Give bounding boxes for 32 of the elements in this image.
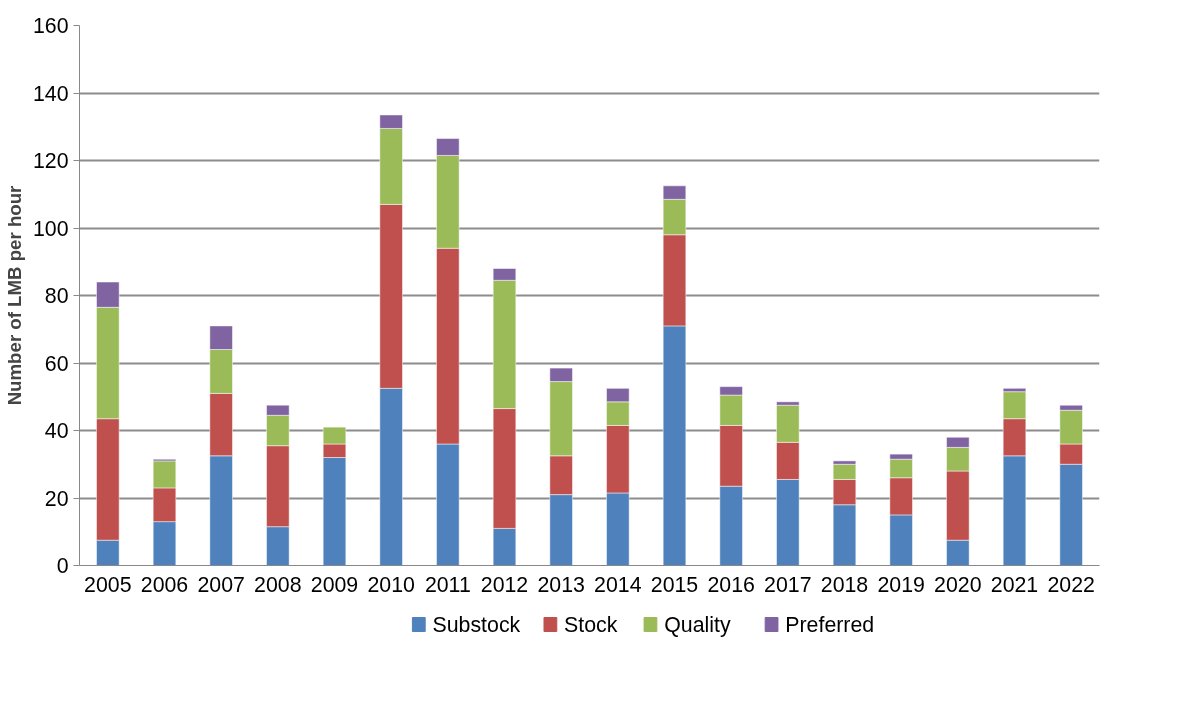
x-tick-label: 2017: [764, 572, 812, 597]
y-tick-label: 120: [32, 149, 69, 173]
y-tick-label: 20: [44, 486, 69, 511]
x-tick-label: 2012: [480, 572, 529, 597]
y-axis-title: Number of LMB per hour: [3, 185, 25, 406]
y-tick-label: 160: [32, 14, 69, 38]
x-tick-label: 2020: [934, 572, 982, 597]
x-tick-label: 2005: [84, 572, 132, 597]
x-tick-label: 2009: [310, 572, 359, 597]
legend-label: Substock: [432, 612, 521, 637]
x-tick-label: 2007: [197, 572, 245, 597]
x-tick-label: 2011: [424, 572, 471, 597]
y-tick-label: 60: [44, 351, 69, 376]
x-tick-label: 2022: [1047, 572, 1095, 597]
x-tick-label: 2018: [820, 572, 869, 597]
x-tick-label: 2019: [877, 572, 925, 597]
y-tick-label: 100: [32, 216, 69, 241]
x-tick-label: 2021: [990, 572, 1039, 597]
x-tick-label: 2008: [254, 572, 302, 597]
x-tick-label: 2013: [537, 572, 585, 597]
x-tick-label: 2015: [650, 572, 699, 597]
x-tick-label: 2010: [367, 572, 416, 597]
legend-label: Preferred: [785, 612, 875, 637]
y-tick-label: 40: [44, 419, 69, 443]
x-tick-label: 2016: [707, 572, 755, 597]
y-tick-label: 140: [32, 81, 69, 106]
y-tick-label: 0: [56, 554, 69, 578]
x-tick-label: 2006: [140, 572, 189, 597]
legend-label: Quality: [664, 612, 731, 637]
y-tick-label: 80: [44, 284, 69, 308]
legend-label: Stock: [564, 612, 618, 637]
x-tick-label: 2014: [594, 572, 642, 597]
